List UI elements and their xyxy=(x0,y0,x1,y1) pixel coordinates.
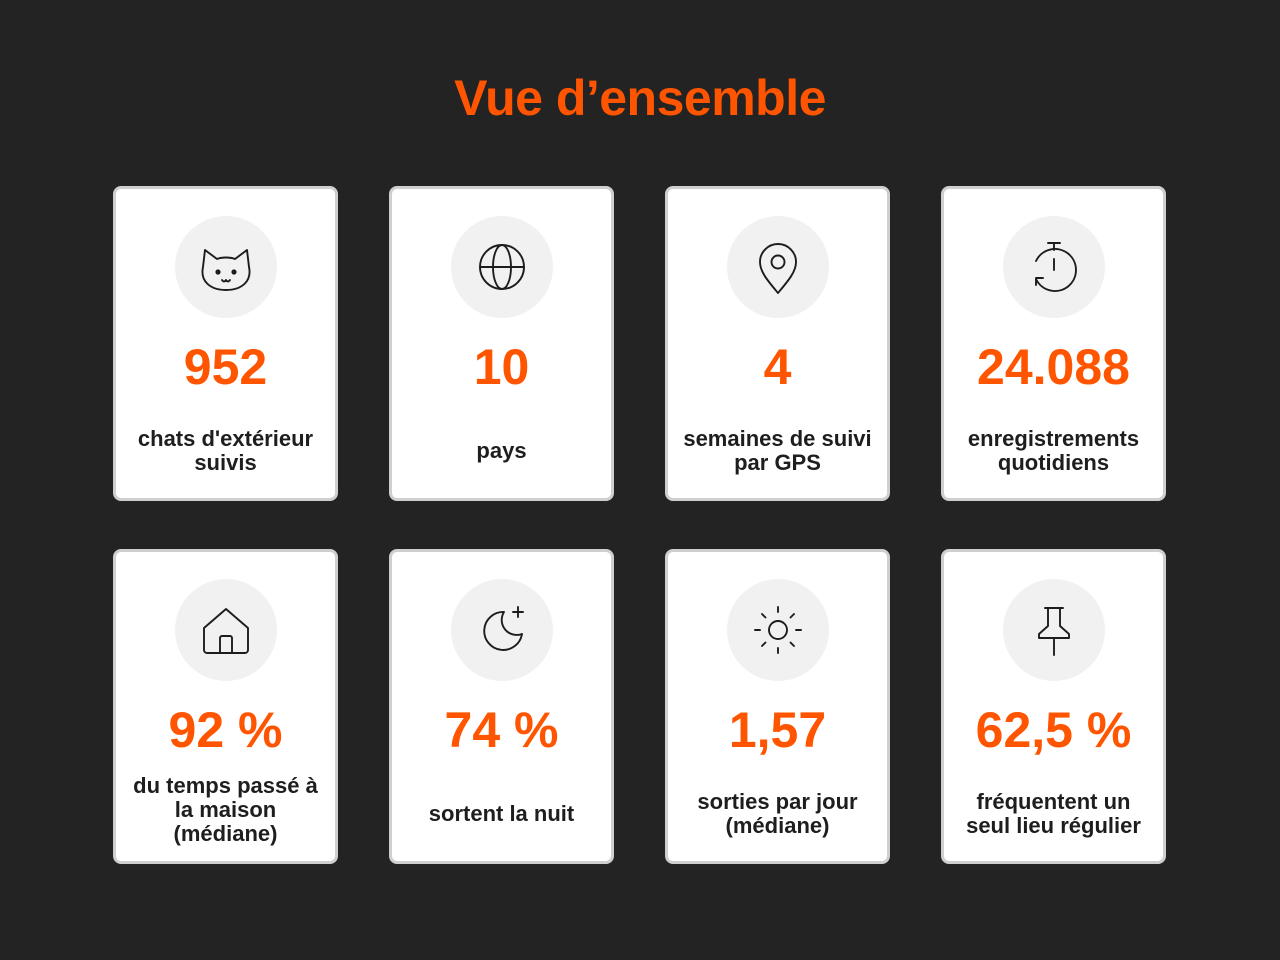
icon-circle xyxy=(450,216,553,318)
stat-card-cats: 952 chats d'extérieur suivis xyxy=(113,186,338,501)
stat-card-countries: 10 pays xyxy=(389,186,614,501)
home-icon xyxy=(202,608,249,654)
icon-circle xyxy=(1002,579,1105,681)
stat-value: 74 % xyxy=(444,702,559,758)
icon-circle xyxy=(726,579,829,681)
globe-icon xyxy=(478,244,525,290)
stat-value: 62,5 % xyxy=(975,702,1132,758)
stat-card-time-home: 92 % du temps passé à la maison (médiane… xyxy=(113,549,338,864)
stat-label: enregistrements quotidiens xyxy=(967,426,1140,475)
stat-card-night: 74 % sortent la nuit xyxy=(389,549,614,864)
stat-card-outings: 1,57 sorties par jour (médiane) xyxy=(665,549,890,864)
stat-card-gps-weeks: 4 semaines de suivi par GPS xyxy=(665,186,890,501)
stat-label: sortent la nuit xyxy=(428,801,575,826)
stat-value: 952 xyxy=(183,339,268,395)
stat-label: du temps passé à la maison (médiane) xyxy=(133,773,318,846)
stat-label: fréquentent un seul lieu régulier xyxy=(966,789,1141,838)
stat-value: 24.088 xyxy=(977,339,1130,395)
icon-circle xyxy=(1002,216,1105,318)
cat-face-icon xyxy=(201,249,250,291)
moon-plus-icon xyxy=(482,606,524,651)
stat-label: sorties par jour (médiane) xyxy=(697,789,858,838)
stat-label: semaines de suivi par GPS xyxy=(683,426,872,475)
stat-card-single-place: 62,5 % fréquentent un seul lieu régulier xyxy=(941,549,1166,864)
stat-label: chats d'extérieur suivis xyxy=(137,426,314,475)
icon-circle xyxy=(726,216,829,318)
map-pin-icon xyxy=(758,243,797,294)
sun-icon xyxy=(753,606,802,654)
pushpin-icon xyxy=(1037,607,1070,656)
stat-value: 1,57 xyxy=(728,702,827,758)
icon-circle xyxy=(174,579,277,681)
stat-label: pays xyxy=(476,438,527,463)
stat-card-records: 24.088 enregistrements quotidiens xyxy=(941,186,1166,501)
page-title: Vue d’ensemble xyxy=(454,70,826,126)
stat-value: 4 xyxy=(763,339,792,395)
stopwatch-history-icon xyxy=(1034,242,1077,292)
stats-grid: 952 chats d'extérieur suivis 10 pays 4 s… xyxy=(113,186,1167,864)
icon-circle xyxy=(450,579,553,681)
icon-circle xyxy=(174,216,277,318)
stat-value: 10 xyxy=(473,339,530,395)
stat-value: 92 % xyxy=(168,702,283,758)
